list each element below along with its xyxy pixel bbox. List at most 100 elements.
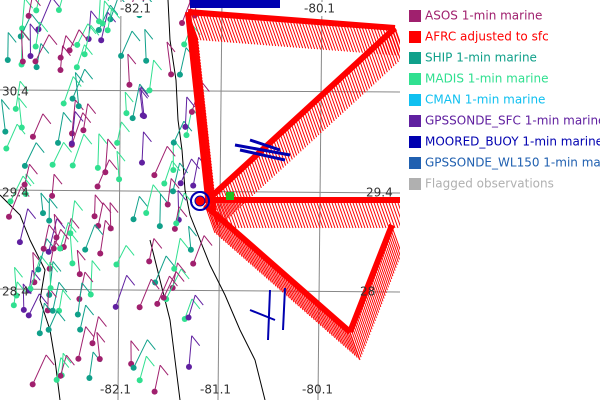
track-barb <box>359 60 371 89</box>
barb-flag <box>29 163 38 175</box>
barb-staff <box>188 294 196 318</box>
barb-flag <box>188 225 197 237</box>
barb-staff <box>102 0 105 24</box>
barb-flag <box>53 173 63 185</box>
barb-dot <box>47 285 54 292</box>
wind-barb <box>57 45 71 74</box>
track-barb <box>309 199 321 229</box>
barb-dot <box>69 260 76 267</box>
track-barb <box>391 225 403 255</box>
barb-staff <box>49 262 52 289</box>
barb-staff <box>148 60 155 91</box>
track-barb <box>292 121 304 150</box>
barb-staff <box>109 0 118 20</box>
barb-dot <box>160 294 167 301</box>
barb-dot <box>46 291 53 298</box>
barb-flag <box>19 80 29 92</box>
track-barb <box>360 303 372 333</box>
barb-staff <box>175 192 185 224</box>
barb-flag <box>65 35 75 46</box>
wind-barb <box>77 304 95 333</box>
legend-swatch <box>409 178 421 190</box>
wind-barb <box>29 113 52 140</box>
barb-dot <box>74 311 81 318</box>
flight-track <box>203 202 360 360</box>
barb-dot <box>76 271 83 278</box>
barb-staff <box>153 146 168 176</box>
track-barb <box>190 12 202 41</box>
barb-staff <box>24 164 30 185</box>
track-barb <box>239 169 251 199</box>
barb-staff <box>120 30 133 57</box>
wind-barb <box>19 0 34 32</box>
track-barb <box>365 289 377 319</box>
barb-dot <box>95 27 102 34</box>
barb-flag <box>22 283 32 295</box>
grid-label: 29.4 <box>366 186 393 200</box>
track-barb <box>331 22 343 52</box>
wind-barb <box>66 29 88 54</box>
track-barb <box>298 20 310 49</box>
track-barb <box>256 17 268 46</box>
barb-flag <box>191 335 201 347</box>
track-barb <box>349 24 360 53</box>
barb-dot <box>75 103 82 110</box>
barb-flag <box>127 53 137 65</box>
barb-flag <box>60 228 70 240</box>
barb-staff <box>154 255 167 283</box>
track-barb <box>358 309 370 338</box>
barb-staff <box>60 355 67 376</box>
barb-staff <box>0 99 6 132</box>
barb-staff <box>20 30 24 62</box>
barb-dot <box>5 213 12 220</box>
wind-barb <box>129 83 149 122</box>
barb-staff <box>79 304 87 330</box>
barb-dot <box>185 363 192 370</box>
wind-barb <box>40 192 50 217</box>
barb-staff <box>51 174 55 196</box>
wind-barb <box>171 237 189 272</box>
barb-flag <box>91 260 101 271</box>
wind-barb <box>130 196 148 223</box>
barb-dot <box>46 217 53 224</box>
barb-flag <box>18 97 27 108</box>
barb-staff <box>52 142 65 166</box>
barb-flag <box>140 86 150 98</box>
barb-dot <box>55 7 62 14</box>
barb-dot <box>17 33 24 40</box>
barb-dot <box>29 133 36 140</box>
barb-dot <box>4 57 11 64</box>
track-barb <box>290 123 302 152</box>
track-barb <box>379 256 391 285</box>
barb-flag <box>175 271 185 282</box>
barb-staff <box>154 365 161 392</box>
barb-staff <box>40 192 44 214</box>
wind-barb <box>0 99 10 135</box>
barb-staff <box>47 287 50 311</box>
barb-dot <box>3 145 10 152</box>
barb-staff <box>167 178 172 205</box>
barb-flag <box>53 213 63 225</box>
track-barb <box>247 16 259 45</box>
barb-staff <box>48 310 58 330</box>
barb-dot <box>87 291 94 298</box>
barb-flag <box>62 352 72 364</box>
wind-barb <box>91 194 104 220</box>
track-barb <box>274 18 286 47</box>
track-barb <box>374 267 386 296</box>
barb-dot <box>40 245 47 252</box>
track-barb <box>315 199 327 229</box>
wind-barb <box>32 34 58 65</box>
barb-dot <box>161 180 168 187</box>
track-barb <box>243 199 255 229</box>
track-barb <box>369 199 381 229</box>
barb-flag <box>67 222 77 233</box>
barb-staff <box>19 208 29 243</box>
barb-dot <box>22 191 29 198</box>
barb-flag <box>96 331 106 343</box>
track-barb <box>306 108 318 138</box>
track-barb <box>387 199 399 229</box>
barb-staff <box>59 222 69 249</box>
wind-barb <box>69 133 93 169</box>
track-barb <box>376 262 388 291</box>
